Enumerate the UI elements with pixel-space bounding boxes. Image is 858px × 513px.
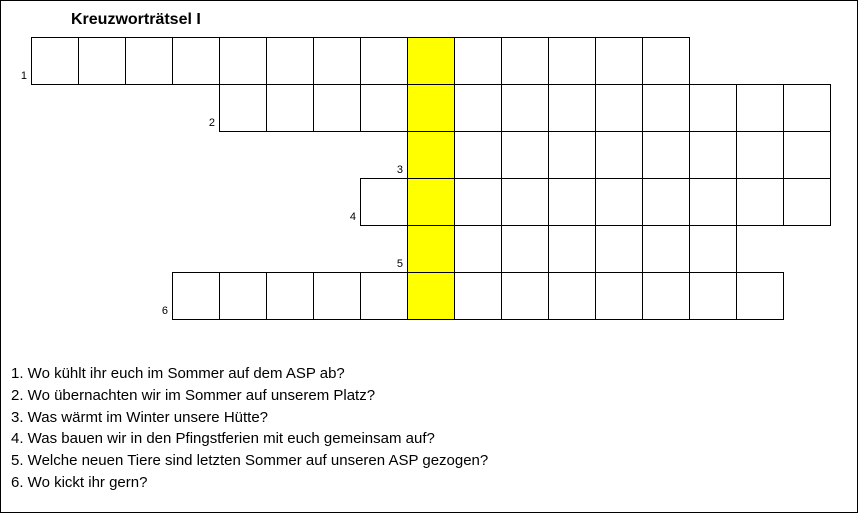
crossword-cell[interactable]: [595, 84, 643, 132]
crossword-cell[interactable]: [736, 272, 784, 320]
crossword-cell[interactable]: [689, 178, 737, 226]
crossword-cell[interactable]: [642, 272, 690, 320]
crossword-cell[interactable]: [501, 37, 549, 85]
crossword-cell[interactable]: [219, 84, 267, 132]
clue-line: 5. Welche neuen Tiere sind letzten Somme…: [11, 450, 488, 472]
crossword-cell[interactable]: [548, 225, 596, 273]
clue-line: 6. Wo kickt ihr gern?: [11, 472, 488, 494]
row-number-label: 1: [7, 70, 27, 82]
crossword-cell[interactable]: [454, 272, 502, 320]
clue-line: 4. Was bauen wir in den Pfingstferien mi…: [11, 428, 488, 450]
crossword-cell[interactable]: [689, 131, 737, 179]
crossword-cell[interactable]: [78, 37, 126, 85]
crossword-cell[interactable]: [689, 225, 737, 273]
crossword-cell[interactable]: [454, 37, 502, 85]
crossword-cell[interactable]: [501, 225, 549, 273]
page-title: Kreuzworträtsel I: [71, 11, 201, 29]
crossword-cell[interactable]: [313, 272, 361, 320]
crossword-cell[interactable]: [736, 84, 784, 132]
crossword-cell[interactable]: [595, 178, 643, 226]
crossword-cell[interactable]: [313, 84, 361, 132]
crossword-cell[interactable]: [595, 37, 643, 85]
crossword-cell[interactable]: [360, 178, 408, 226]
row-number-label: 4: [336, 211, 356, 223]
row-number-label: 2: [195, 117, 215, 129]
row-number-label: 6: [148, 305, 168, 317]
crossword-cell[interactable]: [407, 84, 455, 132]
crossword-cell[interactable]: [501, 178, 549, 226]
crossword-cell[interactable]: [548, 272, 596, 320]
crossword-cell[interactable]: [172, 37, 220, 85]
row-number-label: 3: [383, 164, 403, 176]
crossword-cell[interactable]: [501, 131, 549, 179]
crossword-cell[interactable]: [736, 178, 784, 226]
clue-line: 2. Wo übernachten wir im Sommer auf unse…: [11, 385, 488, 407]
crossword-cell[interactable]: [266, 37, 314, 85]
crossword-cell[interactable]: [454, 225, 502, 273]
crossword-cell[interactable]: [642, 131, 690, 179]
crossword-cell[interactable]: [501, 84, 549, 132]
crossword-cell[interactable]: [642, 178, 690, 226]
crossword-cell[interactable]: [454, 131, 502, 179]
crossword-cell[interactable]: [736, 131, 784, 179]
crossword-cell[interactable]: [595, 225, 643, 273]
crossword-cell[interactable]: [501, 272, 549, 320]
crossword-cell[interactable]: [407, 225, 455, 273]
crossword-cell[interactable]: [642, 225, 690, 273]
crossword-cell[interactable]: [407, 131, 455, 179]
crossword-cell[interactable]: [642, 84, 690, 132]
crossword-cell[interactable]: [360, 272, 408, 320]
crossword-cell[interactable]: [595, 272, 643, 320]
crossword-cell[interactable]: [689, 84, 737, 132]
crossword-cell[interactable]: [125, 37, 173, 85]
crossword-cell[interactable]: [548, 84, 596, 132]
crossword-cell[interactable]: [783, 131, 831, 179]
clue-line: 1. Wo kühlt ihr euch im Sommer auf dem A…: [11, 363, 488, 385]
crossword-cell[interactable]: [548, 131, 596, 179]
crossword-cell[interactable]: [172, 272, 220, 320]
crossword-cell[interactable]: [266, 272, 314, 320]
crossword-cell[interactable]: [454, 178, 502, 226]
crossword-cell[interactable]: [407, 272, 455, 320]
crossword-cell[interactable]: [219, 272, 267, 320]
crossword-cell[interactable]: [783, 178, 831, 226]
crossword-cell[interactable]: [31, 37, 79, 85]
clue-line: 3. Was wärmt im Winter unsere Hütte?: [11, 407, 488, 429]
crossword-cell[interactable]: [689, 272, 737, 320]
crossword-page: Kreuzworträtsel I 1 2 3 4 5 6 1. Wo kühlt ihr…: [0, 0, 858, 513]
row-number-label: 5: [383, 258, 403, 270]
crossword-cell[interactable]: [642, 37, 690, 85]
crossword-cell[interactable]: [783, 84, 831, 132]
crossword-cell[interactable]: [407, 178, 455, 226]
crossword-cell[interactable]: [313, 37, 361, 85]
crossword-cell[interactable]: [454, 84, 502, 132]
crossword-cell[interactable]: [266, 84, 314, 132]
clue-list: 1. Wo kühlt ihr euch im Sommer auf dem A…: [11, 363, 488, 494]
crossword-cell[interactable]: [360, 37, 408, 85]
crossword-cell[interactable]: [407, 37, 455, 85]
crossword-cell[interactable]: [548, 178, 596, 226]
crossword-cell[interactable]: [360, 84, 408, 132]
crossword-cell[interactable]: [595, 131, 643, 179]
crossword-cell[interactable]: [548, 37, 596, 85]
crossword-cell[interactable]: [219, 37, 267, 85]
